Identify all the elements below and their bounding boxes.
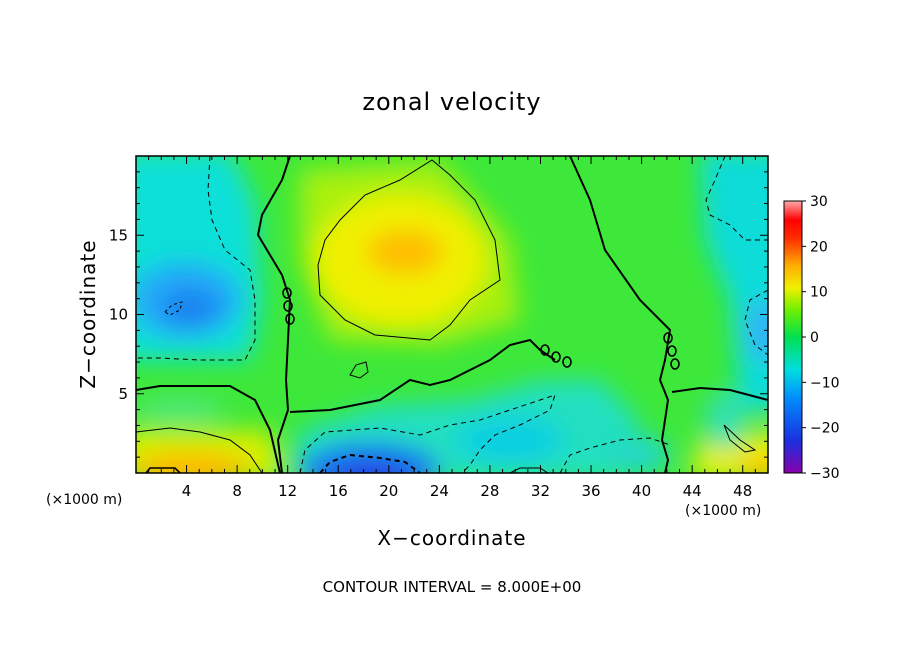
x-tick-label: 48 (733, 482, 752, 500)
heatmap-field (136, 156, 768, 473)
x-tick-label: 20 (379, 482, 398, 500)
x-unit-left: (×1000 m) (46, 492, 123, 508)
x-tick-label: 32 (531, 482, 550, 500)
x-tick-label: 40 (632, 482, 651, 500)
contour-zero-middle (289, 338, 556, 413)
y-tick-label: 10 (109, 306, 128, 324)
region-center-orange (367, 230, 443, 274)
colorbar-tick-label: 20 (810, 239, 828, 255)
contour-neg8-left (136, 156, 256, 361)
colorbar-tick-label: 10 (810, 285, 828, 301)
chart-title: zonal velocity (362, 88, 542, 116)
x-tick-label: 24 (430, 482, 449, 500)
contour-loop-9 (670, 358, 680, 370)
colorbar-ticks: 30 20 10 0 −10 −20 −30 (802, 194, 840, 482)
colorbar (783, 200, 803, 474)
region-right-blue (747, 300, 768, 360)
y-tick-label: 15 (109, 226, 128, 244)
region-bottom-right-cyan (610, 435, 670, 473)
contour-zero-bottom-left (136, 385, 281, 473)
x-axis-label: X−coordinate (377, 526, 527, 550)
region-right-cyan-small (705, 390, 745, 450)
contour-small-right (723, 424, 757, 453)
y-axis: 5 10 15 (109, 155, 768, 474)
contour-loop-1 (282, 287, 292, 299)
x-axis: 4 8 12 16 20 24 28 32 36 40 44 48 (135, 156, 769, 500)
x-tick-label: 12 (278, 482, 297, 500)
region-bottom-left-cyan (136, 398, 225, 422)
y-tick-label: 5 (118, 385, 128, 403)
contour-loop-8 (667, 345, 677, 357)
x-unit-right: (×1000 m) (685, 503, 762, 519)
contour-neg8-bottom (299, 394, 556, 473)
contour-loop-6 (562, 356, 572, 368)
contour-neg8-right (705, 156, 768, 241)
x-tick-label: 4 (182, 482, 192, 500)
contour-loop-2 (283, 300, 293, 312)
contour-8-center (317, 159, 501, 341)
colorbar-tick-label: −20 (810, 421, 840, 437)
x-tick-label: 8 (232, 482, 242, 500)
x-tick-label: 28 (480, 482, 499, 500)
x-tick-label: 44 (683, 482, 702, 500)
y-axis-label: Z−coordinate (76, 239, 100, 389)
contour-neg8-bottom-right (559, 437, 671, 473)
contour-zero-right (569, 156, 672, 473)
colorbar-tick-label: −10 (810, 375, 840, 391)
region-bottom-cyan-2 (455, 415, 565, 465)
region-left-deepblue (162, 290, 218, 326)
contour-loop-5 (551, 351, 561, 363)
contour-neg8-small-left (164, 301, 183, 316)
x-tick-label: 16 (329, 482, 348, 500)
contour-interval-note: CONTOUR INTERVAL = 8.000E+00 (322, 578, 582, 596)
contour-loop-7 (663, 332, 673, 344)
contour-8-bottom-left (136, 427, 263, 473)
region-bottom-right-orange (740, 458, 768, 473)
contour-8-small-center (349, 361, 369, 379)
contour-loop-4 (540, 344, 550, 356)
contour-zero-bottom-right (671, 386, 768, 401)
contour-bottom-edge-left (145, 467, 181, 473)
contour-neg8-right-2 (744, 289, 768, 356)
x-tick-label: 36 (581, 482, 600, 500)
colorbar-tick-label: 0 (810, 330, 819, 346)
colorbar-tick-label: −30 (810, 466, 840, 482)
contour-lines (136, 156, 768, 473)
contour-neg16-bottom (319, 453, 421, 473)
contour-loop-3 (285, 313, 295, 325)
colorbar-tick-label: 30 (810, 194, 828, 210)
